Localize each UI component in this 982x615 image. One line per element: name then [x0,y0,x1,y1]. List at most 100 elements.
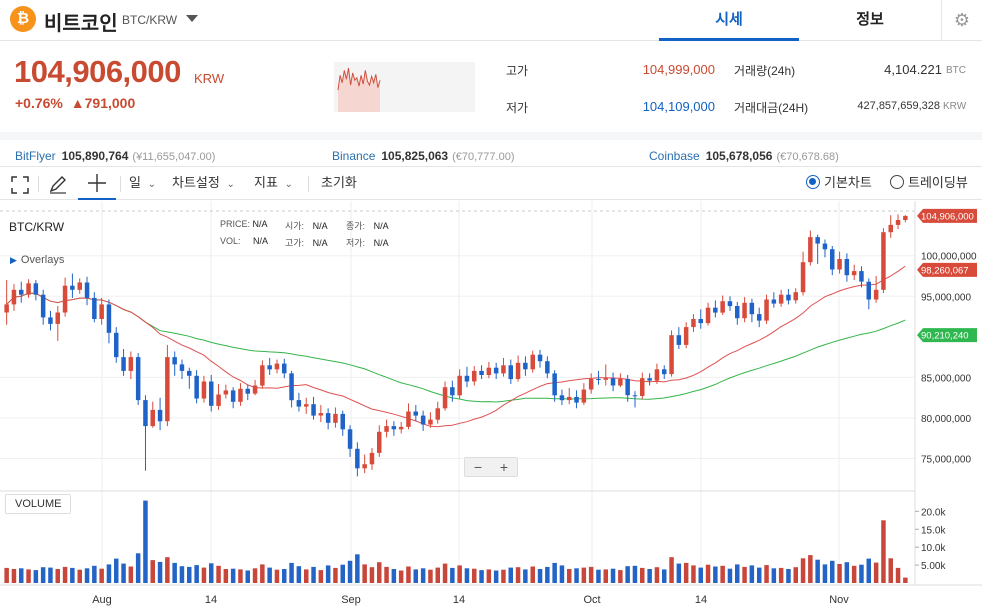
y-tick-label: 75,000,000 [921,455,971,466]
reset-button[interactable]: 초기화 [321,175,357,190]
fullscreen-icon[interactable] [11,174,29,194]
candle-body [11,289,17,305]
candle-body [333,413,338,423]
tab-quote[interactable]: 시세 [659,0,799,41]
chart-settings-menu[interactable]: 차트설정 ⌄ [172,167,235,199]
volume-bar [596,569,601,583]
volume-bar [340,564,345,583]
volume-bar [610,568,616,583]
x-tick-label: 14 [453,594,465,606]
volume-bar [384,566,389,583]
tab-info[interactable]: 정보 [856,11,884,28]
chevron-down-icon[interactable] [186,15,198,22]
coin-name[interactable]: 비트코인 [44,13,118,35]
volume-bar [603,569,608,583]
exchange-name: Binance [332,149,376,163]
toolbar-divider [38,176,39,192]
candle-body [267,365,272,370]
candle-body [355,448,360,469]
high-label: 고가 [506,64,529,78]
candle-body [179,364,185,371]
volume-bar [201,567,207,583]
candle-body [742,302,747,319]
mode-tradingview-radio[interactable]: 트레이딩뷰 [890,167,968,199]
pencil-icon[interactable] [48,174,68,194]
ohlc-low: 저가: N/A [346,236,389,249]
candle-body [282,363,287,374]
candle-body [325,413,331,423]
volume-bar [150,560,155,583]
turnover-value: 427,857,659,328 [857,100,940,112]
section-divider [0,132,982,140]
candle-body [866,281,871,300]
candle-body [442,387,448,409]
volume-bar [282,569,287,583]
volume-bar [428,569,433,583]
x-tick-label: Nov [829,594,849,606]
indicators-menu[interactable]: 지표 ⌄ [254,167,293,199]
volume-bar [391,569,397,583]
toolbar-divider [308,176,309,192]
y-tick-label: 85,000,000 [921,373,971,384]
candle-body [260,365,265,386]
gear-icon[interactable]: ⚙ [941,0,982,41]
volume-bar [859,564,864,583]
volume-bar [143,500,148,583]
mode-basic-radio[interactable]: 기본차트 [806,167,872,199]
zoom-out-button[interactable]: − [473,459,483,475]
volume-bar [92,565,97,583]
volume-bar [172,562,177,583]
ohlc-open-label: 시가: [285,221,305,231]
candlestick-chart[interactable]: 100,000,000 95,000,000 85,000,000 80,000,00… [0,201,982,615]
candle-body [881,232,886,290]
candle-body [808,237,813,263]
chart-toolbar: 일 ⌄ 차트설정 ⌄ 지표 ⌄ 초기화 기본차트 트레이딩뷰 [0,166,982,200]
volume-bar [559,565,565,583]
volume-bar [84,568,90,583]
low-value: 104,109,000 [642,99,715,114]
candle-body [40,294,46,318]
volume-bar [800,558,806,583]
volume-bar [333,567,338,583]
overlays-toggle[interactable]: ▶ Overlays [10,254,64,266]
x-tick-label: Sep [341,594,361,606]
volume-bar [735,564,740,583]
volume-bar [523,569,528,583]
mode-tradingview-label: 트레이딩뷰 [908,175,968,190]
candle-body [676,335,682,345]
exchange-diff: (¥11,655,047.00) [132,151,216,163]
volume-tick-label: 5.00k [921,561,946,572]
exchange-coinbase: Coinbase 105,678,056 (€70,678.68) [649,149,839,163]
zoom-in-button[interactable]: + [499,459,509,475]
volume-bar [274,569,280,583]
volume-bar [691,565,696,583]
crosshair-icon[interactable] [78,167,116,200]
radio-unselected-icon [890,175,904,189]
volume-bar [194,565,199,583]
candle-body [340,413,345,430]
candle-body [238,388,243,402]
y-tick-label: 95,000,000 [921,292,971,303]
chart-background [0,201,982,615]
bitcoin-icon: ₿ [10,6,36,32]
volume-tick-label: 10.0k [921,543,946,554]
candle-body [391,426,397,430]
candle-body [749,302,755,315]
price-tag [917,208,977,223]
period-select[interactable]: 일 ⌄ [129,167,156,199]
candle-body [77,282,82,290]
candle-body [464,375,470,382]
candle-body [698,319,703,324]
volume-bar [377,562,382,583]
volume-bar [230,568,236,583]
volume-bar [764,565,769,583]
candle-body [274,363,280,370]
candle-body [157,409,163,422]
candle-body [106,304,112,333]
coin-code[interactable]: BTC/KRW [122,13,178,27]
candle-body [537,354,543,362]
candle-body [837,259,842,270]
candle-body [654,369,660,381]
volume-bar [676,563,682,583]
volume-bar [844,562,850,583]
